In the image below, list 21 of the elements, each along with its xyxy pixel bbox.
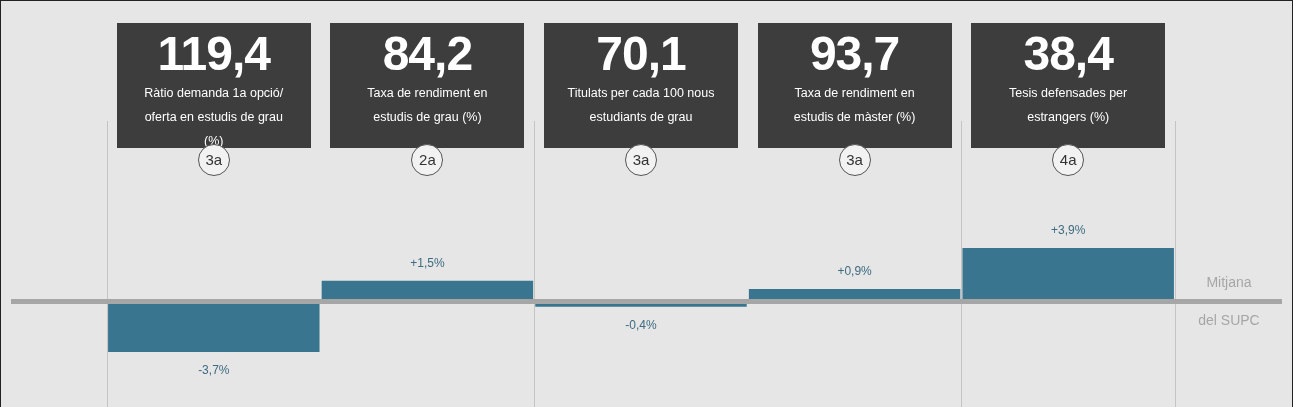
label-card: 93,7 Taxa de rendiment en estudis de màster (%) [757,23,952,148]
data-label: +1,5% [410,255,445,270]
rank-badge: 4a [1052,144,1085,176]
rank-badge: 3a [625,144,657,176]
x-tick-label: Titulats per cada 100 nous estudiants de grau [566,85,716,126]
rank-badge: 2a [411,144,444,176]
data-label: -3,7% [198,363,230,377]
label-card: 84,2 Taxa de rendiment en estudis de grau (%) [330,23,525,148]
x-tick-label: Taxa de rendiment en estudis de màster (%) [792,85,917,126]
label-card: 38,4 Tesis defensades per estrangers (%) [971,23,1166,148]
text: Mitjana del SUPC [1198,274,1260,329]
label-card: 70,1 Titulats per cada 100 nous estudiants de grau [544,23,738,148]
x-tick-label: Tesis defensades per estrangers (%) [1008,85,1129,126]
rank-badge: 3a [838,144,871,176]
bar [108,301,320,352]
data-label: -0,4% [625,317,657,332]
data-label: +3,9% [1051,223,1086,237]
x-tick-label: Taxa de rendiment en estudis de grau (%) [366,85,489,126]
label-card: 119,4 Ràtio demanda 1a opció/ oferta en estudis de grau (%) [116,23,311,148]
data-label: +0,9% [837,264,873,279]
bar [962,248,1174,302]
